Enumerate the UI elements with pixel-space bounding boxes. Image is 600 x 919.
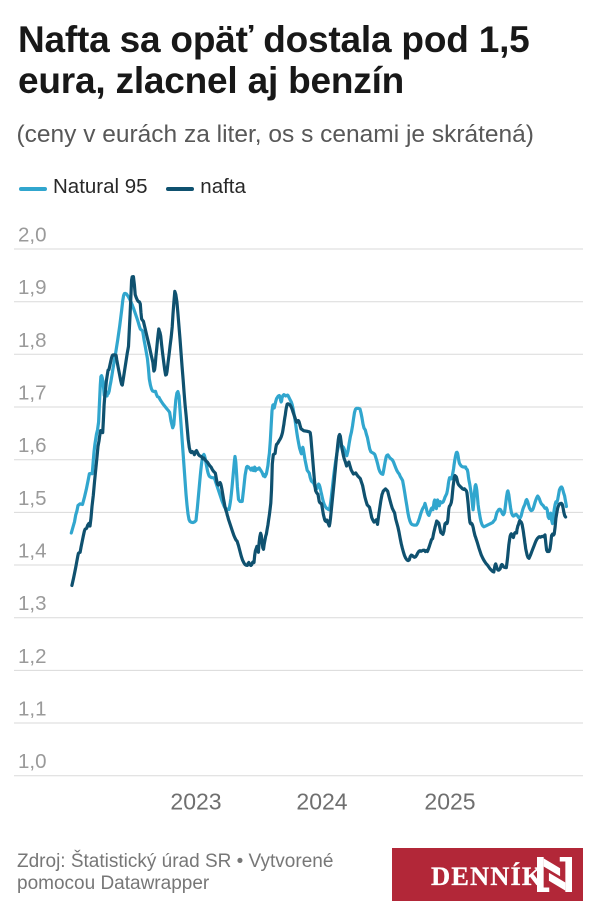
svg-text:1,5: 1,5 bbox=[18, 487, 47, 510]
svg-text:1,7: 1,7 bbox=[18, 382, 47, 405]
svg-text:1,4: 1,4 bbox=[18, 540, 47, 563]
svg-text:1,2: 1,2 bbox=[18, 645, 47, 668]
svg-text:2,0: 2,0 bbox=[18, 224, 47, 247]
svg-text:1,9: 1,9 bbox=[18, 276, 47, 299]
svg-text:1,8: 1,8 bbox=[18, 329, 47, 352]
svg-text:1,3: 1,3 bbox=[18, 592, 47, 615]
svg-text:2023: 2023 bbox=[170, 789, 221, 815]
svg-text:1,1: 1,1 bbox=[18, 698, 47, 721]
svg-text:2025: 2025 bbox=[424, 789, 475, 815]
svg-text:1,0: 1,0 bbox=[18, 750, 47, 773]
svg-text:1,6: 1,6 bbox=[18, 434, 47, 457]
svg-text:2024: 2024 bbox=[296, 789, 347, 815]
